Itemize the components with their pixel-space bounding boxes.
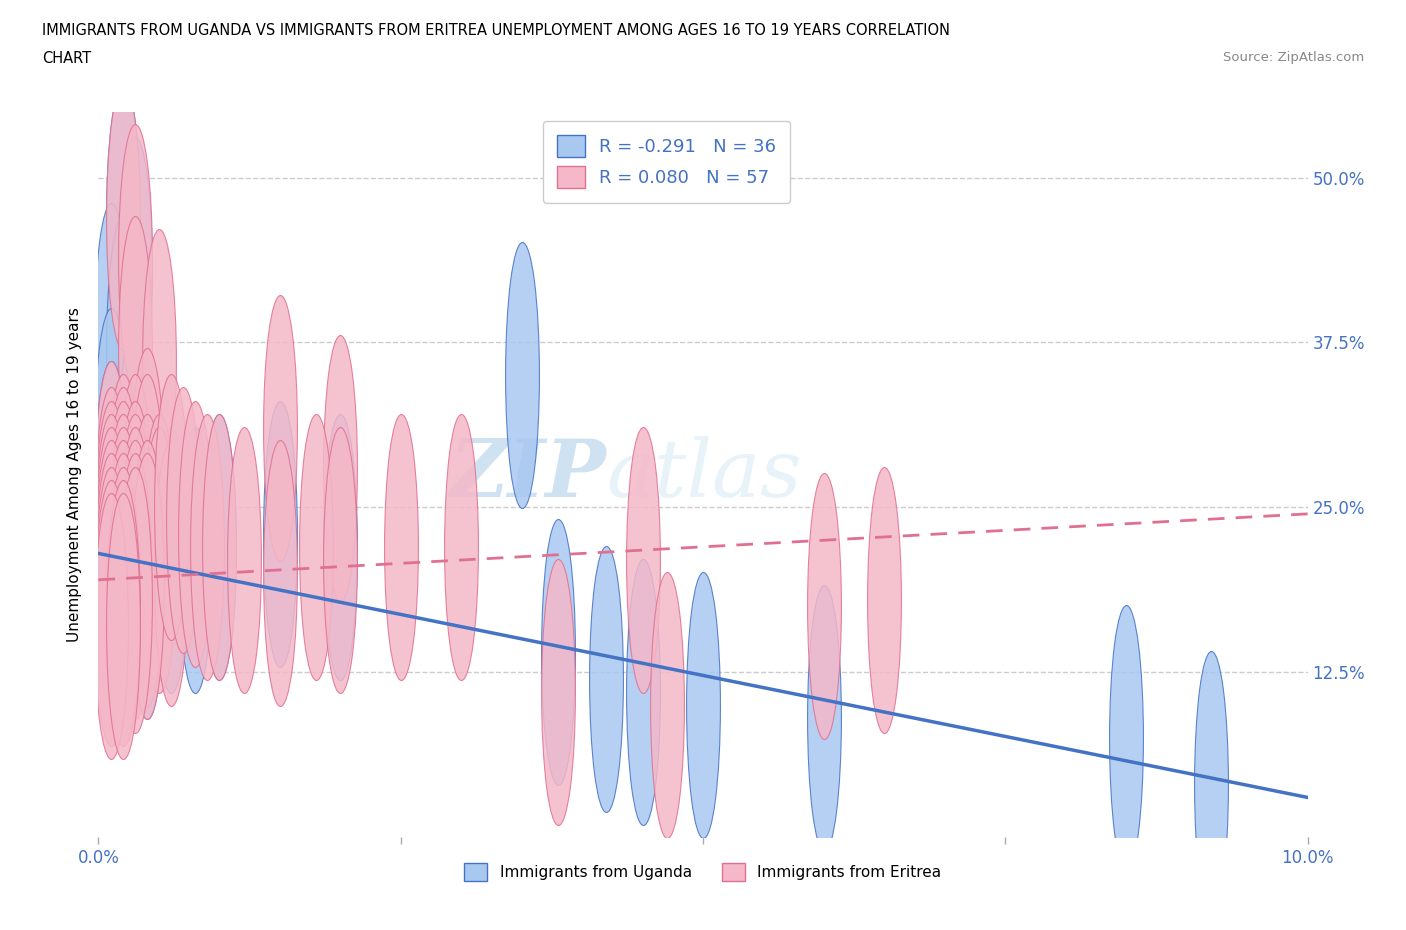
Text: IMMIGRANTS FROM UGANDA VS IMMIGRANTS FROM ERITREA UNEMPLOYMENT AMONG AGES 16 TO : IMMIGRANTS FROM UGANDA VS IMMIGRANTS FRO… [42, 23, 950, 38]
Y-axis label: Unemployment Among Ages 16 to 19 years: Unemployment Among Ages 16 to 19 years [67, 307, 83, 642]
Text: CHART: CHART [42, 51, 91, 66]
Text: ZIP: ZIP [450, 435, 606, 513]
Text: atlas: atlas [606, 435, 801, 513]
Legend: Immigrants from Uganda, Immigrants from Eritrea: Immigrants from Uganda, Immigrants from … [458, 857, 948, 887]
Text: Source: ZipAtlas.com: Source: ZipAtlas.com [1223, 51, 1364, 64]
